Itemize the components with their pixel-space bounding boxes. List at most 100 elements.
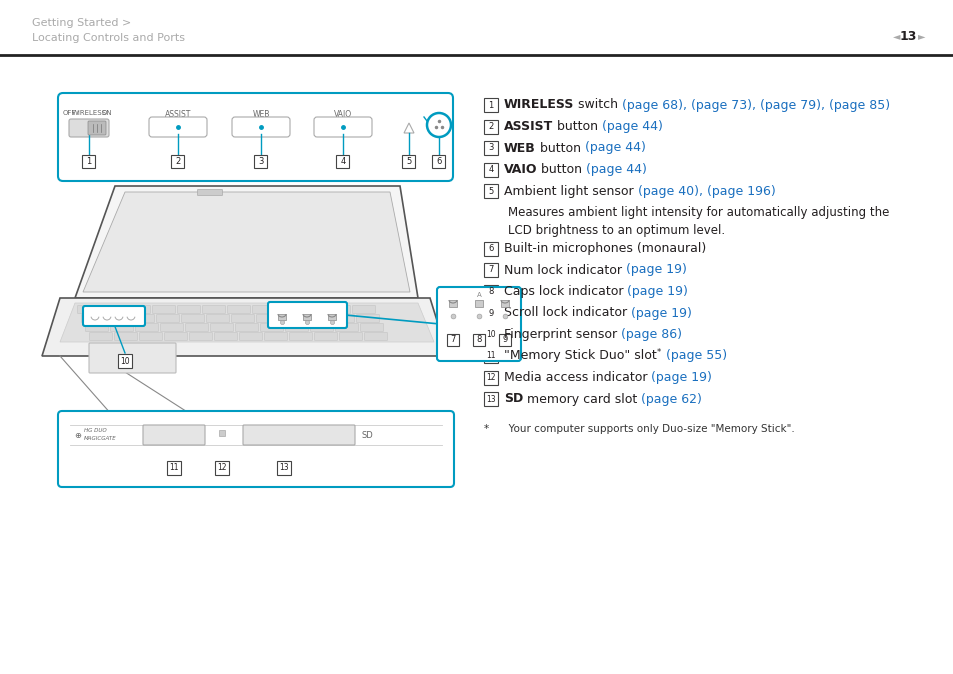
Text: Built-in microphones (monaural): Built-in microphones (monaural) xyxy=(503,242,705,255)
FancyBboxPatch shape xyxy=(352,305,375,313)
Text: 9: 9 xyxy=(502,336,507,344)
Text: (page 19): (page 19) xyxy=(627,285,688,298)
Text: (page 62): (page 62) xyxy=(640,392,701,406)
FancyBboxPatch shape xyxy=(473,334,484,346)
Text: 5: 5 xyxy=(488,187,493,195)
Text: (page 86): (page 86) xyxy=(620,328,681,341)
FancyBboxPatch shape xyxy=(336,154,349,168)
FancyBboxPatch shape xyxy=(90,332,112,340)
FancyBboxPatch shape xyxy=(483,98,497,112)
Text: (page 44): (page 44) xyxy=(584,142,645,154)
FancyBboxPatch shape xyxy=(436,287,520,361)
Text: OFF: OFF xyxy=(62,110,75,116)
Text: WIRELESS: WIRELESS xyxy=(503,98,574,111)
Text: VAIO: VAIO xyxy=(503,163,537,176)
Text: 12: 12 xyxy=(486,373,496,382)
Text: Ambient light sensor: Ambient light sensor xyxy=(503,185,637,197)
FancyBboxPatch shape xyxy=(164,332,188,340)
Text: Scroll lock indicator: Scroll lock indicator xyxy=(503,307,631,319)
Text: WIRELESS: WIRELESS xyxy=(71,110,107,116)
Text: (page 44): (page 44) xyxy=(601,120,662,133)
FancyBboxPatch shape xyxy=(483,119,497,133)
FancyBboxPatch shape xyxy=(483,371,497,384)
FancyBboxPatch shape xyxy=(432,154,445,168)
FancyBboxPatch shape xyxy=(243,425,355,445)
FancyBboxPatch shape xyxy=(264,332,287,340)
FancyBboxPatch shape xyxy=(314,117,372,137)
FancyBboxPatch shape xyxy=(498,334,511,346)
Text: 10: 10 xyxy=(486,330,496,339)
FancyBboxPatch shape xyxy=(483,392,497,406)
FancyBboxPatch shape xyxy=(58,93,453,181)
Text: 13: 13 xyxy=(486,394,496,404)
FancyBboxPatch shape xyxy=(331,315,355,322)
FancyBboxPatch shape xyxy=(314,332,337,340)
Text: memory card slot: memory card slot xyxy=(522,392,640,406)
Text: 1: 1 xyxy=(488,100,493,109)
FancyBboxPatch shape xyxy=(143,425,205,445)
Polygon shape xyxy=(42,298,448,356)
Text: 4: 4 xyxy=(340,156,345,166)
Text: Getting Started >: Getting Started > xyxy=(32,18,132,28)
Text: ►: ► xyxy=(917,31,924,41)
Polygon shape xyxy=(75,186,417,298)
Text: 5: 5 xyxy=(406,156,411,166)
Text: A: A xyxy=(476,292,481,298)
FancyBboxPatch shape xyxy=(114,332,137,340)
FancyBboxPatch shape xyxy=(483,263,497,277)
FancyBboxPatch shape xyxy=(364,332,387,340)
FancyBboxPatch shape xyxy=(197,189,222,195)
FancyBboxPatch shape xyxy=(356,315,379,322)
FancyBboxPatch shape xyxy=(149,117,207,137)
FancyBboxPatch shape xyxy=(128,305,151,313)
Text: (page 68), (page 73), (page 79), (page 85): (page 68), (page 73), (page 79), (page 8… xyxy=(621,98,889,111)
FancyBboxPatch shape xyxy=(483,162,497,177)
FancyBboxPatch shape xyxy=(277,314,286,320)
FancyBboxPatch shape xyxy=(235,324,258,332)
Text: SD: SD xyxy=(503,392,522,406)
Text: Measures ambient light intensity for automatically adjusting the: Measures ambient light intensity for aut… xyxy=(507,206,888,219)
Text: Num lock indicator: Num lock indicator xyxy=(503,264,625,276)
FancyBboxPatch shape xyxy=(83,306,145,326)
Circle shape xyxy=(427,113,451,137)
Text: 10: 10 xyxy=(120,357,130,365)
FancyBboxPatch shape xyxy=(102,305,126,313)
FancyBboxPatch shape xyxy=(181,315,204,322)
FancyBboxPatch shape xyxy=(185,324,209,332)
Text: 9: 9 xyxy=(488,309,493,317)
Text: Fingerprint sensor: Fingerprint sensor xyxy=(503,328,620,341)
Text: (page 55): (page 55) xyxy=(661,350,726,363)
Text: 8: 8 xyxy=(476,336,481,344)
Text: VAIO: VAIO xyxy=(334,110,352,119)
FancyBboxPatch shape xyxy=(483,328,497,342)
FancyBboxPatch shape xyxy=(232,315,254,322)
FancyBboxPatch shape xyxy=(310,324,334,332)
FancyBboxPatch shape xyxy=(172,154,184,168)
Text: 4: 4 xyxy=(488,165,493,174)
FancyBboxPatch shape xyxy=(190,332,213,340)
FancyBboxPatch shape xyxy=(214,332,237,340)
FancyBboxPatch shape xyxy=(360,324,383,332)
FancyBboxPatch shape xyxy=(289,332,313,340)
FancyBboxPatch shape xyxy=(339,332,362,340)
FancyBboxPatch shape xyxy=(327,305,350,313)
FancyBboxPatch shape xyxy=(483,141,497,155)
FancyBboxPatch shape xyxy=(500,300,509,307)
Polygon shape xyxy=(60,303,434,342)
FancyBboxPatch shape xyxy=(268,302,347,328)
FancyBboxPatch shape xyxy=(167,461,181,475)
Text: button: button xyxy=(553,120,601,133)
FancyBboxPatch shape xyxy=(276,461,291,475)
Text: 6: 6 xyxy=(436,156,441,166)
Text: Locating Controls and Ports: Locating Controls and Ports xyxy=(32,33,185,43)
FancyBboxPatch shape xyxy=(306,315,329,322)
FancyBboxPatch shape xyxy=(135,324,158,332)
FancyBboxPatch shape xyxy=(111,324,133,332)
FancyBboxPatch shape xyxy=(239,332,262,340)
FancyBboxPatch shape xyxy=(402,154,416,168)
FancyBboxPatch shape xyxy=(202,305,225,313)
FancyBboxPatch shape xyxy=(58,411,454,487)
FancyBboxPatch shape xyxy=(69,119,109,137)
FancyBboxPatch shape xyxy=(483,349,497,363)
FancyBboxPatch shape xyxy=(253,305,275,313)
